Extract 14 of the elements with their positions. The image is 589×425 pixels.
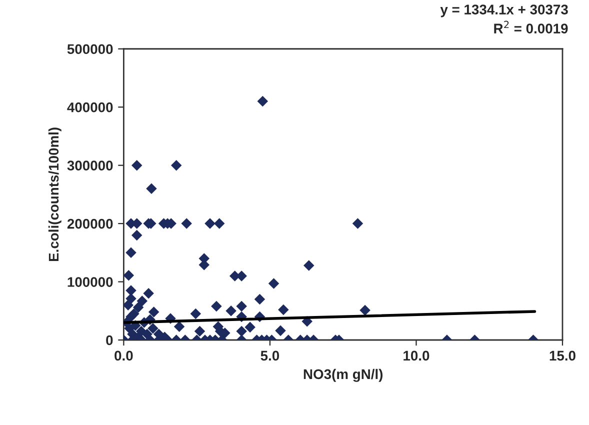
y-tick-label: 400000	[67, 102, 113, 112]
y-tick-label: 500000	[67, 44, 113, 54]
y-tick-label: 300000	[67, 160, 113, 171]
x-tick-label: 0.0	[114, 350, 133, 361]
text: R$^{2}$ = 0.0019	[494, 20, 568, 34]
y-axis-title: E.coli(counts/100ml)	[48, 128, 62, 262]
x-axis-title: NO3(m gN/l)	[304, 368, 383, 382]
x-tick-label: 10.0	[404, 350, 430, 361]
text: y = 1334.1x + 30373	[440, 4, 568, 18]
y-tick-label: 100000	[68, 277, 113, 287]
x-tick-label: 5.0	[260, 350, 280, 361]
y-tick-label: 200000	[67, 218, 113, 229]
y-tick-label: 0	[106, 335, 113, 346]
x-tick-label: 15.0	[550, 350, 576, 361]
